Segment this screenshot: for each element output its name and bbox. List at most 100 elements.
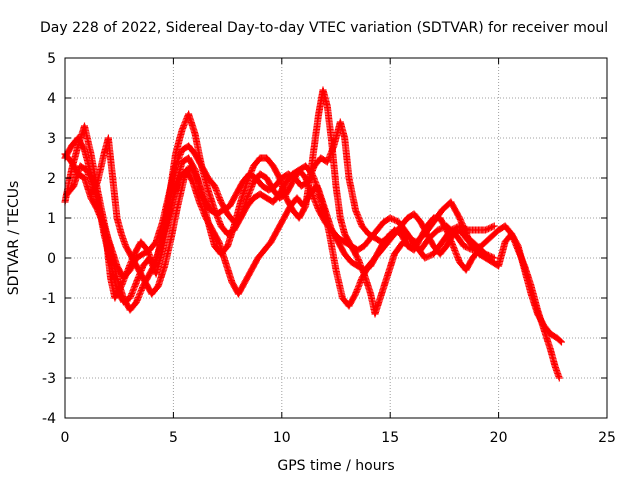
data-point-markers [109,174,121,220]
data-point-markers [250,155,263,170]
data-point-markers [232,179,246,198]
data-point-markers [243,180,257,202]
data-point-markers [83,166,97,188]
data-point-markers [172,148,185,170]
data-point-markers [96,206,110,240]
data-point-markers [486,227,501,242]
data-point-markers [104,134,116,180]
data-point-markers [436,243,450,258]
data-point-markers [345,291,359,310]
data-point-markers [133,284,146,306]
data-point-markers [354,243,367,254]
data-point-markers [358,263,372,282]
data-point-markers [514,242,528,272]
y-axis-label: SDTVAR / TECUs [6,181,22,296]
y-tick-label: 1 [47,211,56,227]
data-point-markers [163,196,177,226]
data-point-markers [358,222,372,237]
data-point-markers [247,255,261,274]
data-point-markers [137,238,150,253]
data-point-markers [557,338,565,346]
data-point-markers [300,191,313,210]
data-point-markers [323,102,335,144]
data-point-markers [527,290,541,317]
data-point-markers [547,346,559,368]
axis-ticks: 0 5 10 15 20 25 -4 -3 -2 -1 0 1 2 3 4 5 [42,51,616,446]
data-point-markers [226,191,239,210]
data-point-markers [462,255,476,274]
data-point-markers [360,235,374,250]
data-point-markers [547,330,560,341]
data-point-markers [274,215,287,234]
data-point-markers [378,271,392,298]
y-tick-label: -3 [42,371,56,387]
data-point-markers [319,86,331,108]
y-tick-label: 0 [47,251,56,267]
data-point-markers [161,236,175,270]
data-point-markers [102,234,114,280]
data-point-markers [120,295,133,306]
data-point-markers [165,164,179,198]
data-point-markers [284,170,297,181]
data-point-markers [341,134,353,180]
data-point-markers [76,162,89,173]
data-point-markers [172,128,186,158]
data-point-markers [159,192,173,226]
data-point-markers [443,226,456,248]
data-point-markers [365,230,378,241]
data-point-markers [237,179,251,206]
series-track-1 [61,110,498,314]
data-point-markers [169,175,183,202]
data-point-markers [198,162,211,181]
data-point-markers [334,238,348,257]
x-axis-label: GPS time / hours [277,458,394,474]
data-point-markers [397,215,411,230]
data-point-markers [410,235,424,254]
y-tick-label: 4 [47,91,56,107]
data-point-markers [297,179,310,190]
data-point-markers [156,220,170,250]
data-point-markers [234,279,248,298]
data-point-markers [126,280,140,302]
data-point-markers [113,214,125,236]
data-point-markers [167,204,181,242]
data-point-markers [200,194,213,213]
y-tick-label: -1 [42,291,56,307]
y-tick-label: 5 [47,51,56,67]
data-point-markers [70,163,84,190]
data-point-markers [313,182,326,209]
data-point-markers [295,203,309,222]
data-point-markers [521,266,535,296]
x-tick-label: 5 [169,430,178,446]
data-point-markers [202,214,216,233]
data-point-markers [482,250,497,261]
data-point-markers [243,195,257,210]
data-point-markers [280,203,294,222]
data-point-markers [133,251,146,262]
data-point-markers [254,247,267,262]
data-point-markers [126,299,140,314]
data-point-markers [74,134,88,153]
data-point-markers [345,174,359,212]
data-point-markers [189,178,203,205]
data-point-markers [326,230,340,272]
data-point-markers [378,235,391,246]
data-point-markers [332,266,346,300]
data-point-markers [462,234,476,249]
data-point-markers [128,254,142,273]
series-track-4 [63,162,565,346]
data-point-markers [152,248,166,278]
data-point-markers [267,227,281,246]
data-point-markers [336,214,348,236]
series-track-5 [87,118,483,298]
data-point-markers [352,206,365,228]
x-tick-label: 0 [61,430,70,446]
data-point-markers [384,251,398,278]
data-point-markers [204,174,218,189]
data-point-markers [295,166,309,181]
data-point-markers [213,207,226,218]
data-point-markers [174,176,188,210]
data-point-markers [423,215,437,230]
data-point-markers [495,240,509,270]
data-point-markers [386,214,401,225]
